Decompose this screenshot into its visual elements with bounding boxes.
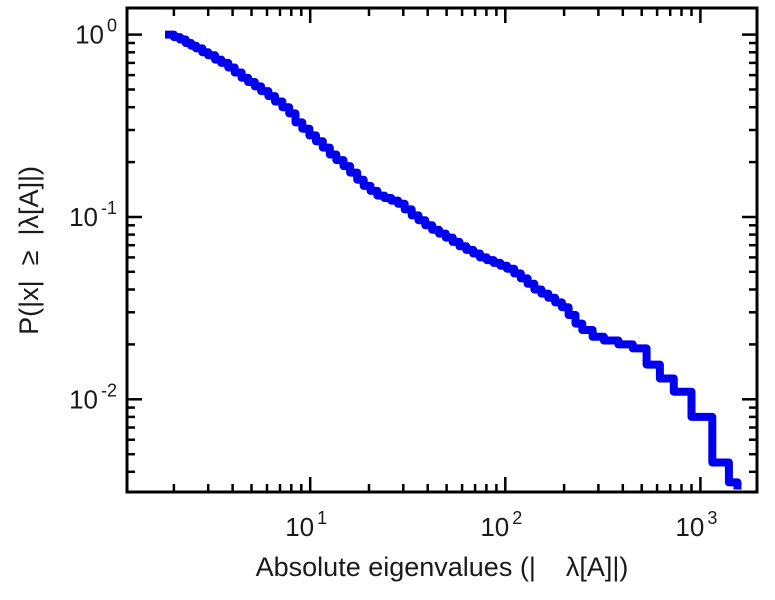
ccdf-step-line — [165, 30, 742, 490]
x-tick-label: 10 2 — [480, 508, 522, 542]
x-tick-label: 10 3 — [675, 508, 717, 542]
y-tick-label: 10 0 — [75, 16, 117, 50]
y-tick-label: 10 -2 — [69, 380, 117, 414]
y-axis-label-container: P(|x| ≥ |λ[A]|) — [0, 0, 58, 500]
y-axis-label: P(|x| ≥ |λ[A]|) — [13, 165, 44, 335]
plot-frame — [125, 6, 759, 494]
y-tick-label: 10 -1 — [69, 198, 117, 232]
x-axis-label: Absolute eigenvalues (| λ[A]|) — [255, 552, 629, 582]
x-tick-label: 10 1 — [285, 508, 327, 542]
